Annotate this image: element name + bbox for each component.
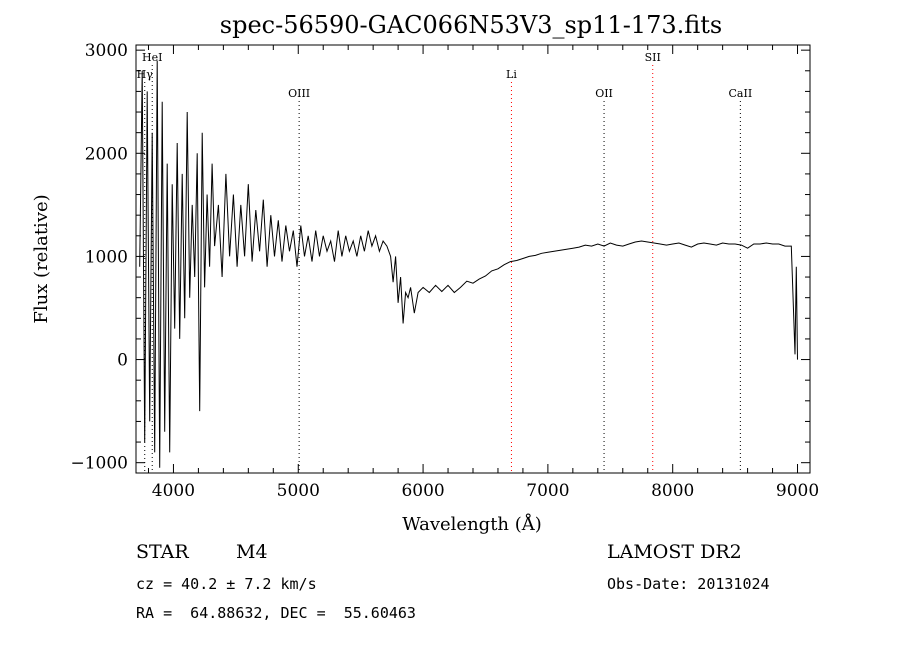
y-tick-label: 3000 xyxy=(85,41,128,61)
object-class: STAR xyxy=(136,541,189,563)
line-marker-label: HeI xyxy=(142,51,162,64)
tick-labels: 4000 5000 6000 7000 8000 9000 −1000 0 1000 2000 30… xyxy=(70,41,819,501)
y-tick-label: 2000 xyxy=(85,144,128,164)
x-tick-label: 7000 xyxy=(526,481,569,501)
line-marker-label: Li xyxy=(506,68,517,81)
x-tick-label: 6000 xyxy=(401,481,444,501)
y-tick-label: 1000 xyxy=(85,247,128,267)
chart-title: spec-56590-GAC066N53V3_sp11-173.fits xyxy=(220,11,722,39)
axis-ticks xyxy=(136,45,810,473)
x-tick-label: 9000 xyxy=(776,481,819,501)
x-tick-label: 5000 xyxy=(277,481,320,501)
x-axis-label: Wavelength (Å) xyxy=(402,513,542,535)
line-marker-label: OII xyxy=(595,87,613,100)
y-tick-label: 0 xyxy=(117,351,128,371)
line-marker-label: CaII xyxy=(729,87,753,100)
sky-coordinates: RA = 64.88632, DEC = 55.60463 xyxy=(136,604,416,622)
y-axis-label: Flux (relative) xyxy=(31,194,52,323)
observation-date: Obs-Date: 20131024 xyxy=(607,575,770,593)
redshift-velocity: cz = 40.2 ± 7.2 km/s xyxy=(136,575,317,593)
line-marker-label: SII xyxy=(645,51,661,64)
line-marker-label: Hγ xyxy=(137,68,154,81)
line-markers: Hγ HeI OIII Li OII SII CaII xyxy=(137,51,753,473)
x-tick-label: 8000 xyxy=(651,481,694,501)
x-tick-label: 4000 xyxy=(152,481,195,501)
spectrum-series-line xyxy=(139,60,798,468)
y-tick-label: −1000 xyxy=(70,454,128,474)
line-marker-label: OIII xyxy=(288,87,310,100)
object-subclass: M4 xyxy=(236,541,268,563)
survey-name: LAMOST DR2 xyxy=(607,541,742,563)
